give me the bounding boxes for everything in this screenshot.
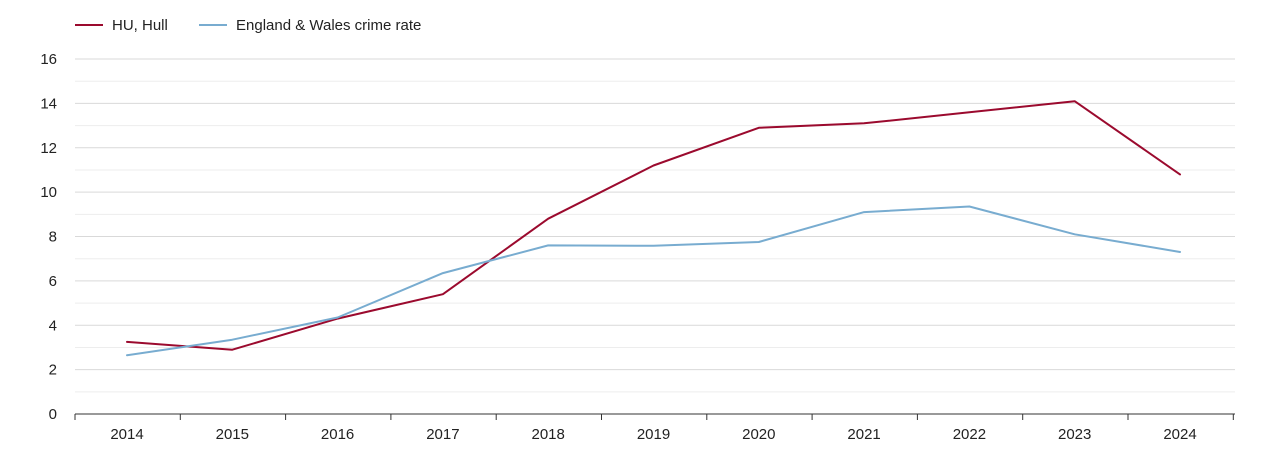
y-tick-label: 10: [40, 184, 57, 201]
y-axis: 0 2 4 6 8 10 12 14 16: [40, 51, 57, 423]
x-tick-label: 2024: [1163, 426, 1196, 443]
y-tick-label: 2: [49, 362, 57, 379]
x-tick-label: 2015: [216, 426, 249, 443]
x-tick-label: 2017: [426, 426, 459, 443]
y-tick-label: 4: [49, 317, 57, 334]
y-tick-label: 14: [40, 95, 57, 112]
series-line-hull: [126, 100, 1181, 351]
x-tick-label: 2018: [532, 426, 565, 443]
x-axis: 2014 2015 2016 2017 2018 2019 2020 2021 2022 2023…: [74, 413, 1235, 443]
series-lines: [126, 100, 1181, 357]
grid: [75, 58, 1235, 393]
y-tick-label: 0: [49, 406, 57, 423]
y-tick-label: 16: [40, 51, 57, 68]
y-tick-label: 8: [49, 229, 57, 246]
x-tick-label: 2016: [321, 426, 354, 443]
y-tick-label: 6: [49, 273, 57, 290]
legend: HU, Hull England & Wales crime rate: [75, 17, 421, 34]
series-line-england-wales: [126, 205, 1181, 357]
x-tick-label: 2014: [110, 426, 143, 443]
legend-item-england-wales[interactable]: England & Wales crime rate: [199, 17, 421, 34]
x-tick-label: 2021: [847, 426, 880, 443]
x-tick-label: 2019: [637, 426, 670, 443]
x-tick-label: 2023: [1058, 426, 1091, 443]
x-tick-label: 2020: [742, 426, 775, 443]
x-tick-label: 2022: [953, 426, 986, 443]
legend-label-england-wales: England & Wales crime rate: [236, 17, 421, 34]
y-tick-label: 12: [40, 140, 57, 157]
legend-label-hull: HU, Hull: [112, 17, 168, 34]
legend-item-hull[interactable]: HU, Hull: [75, 17, 168, 34]
